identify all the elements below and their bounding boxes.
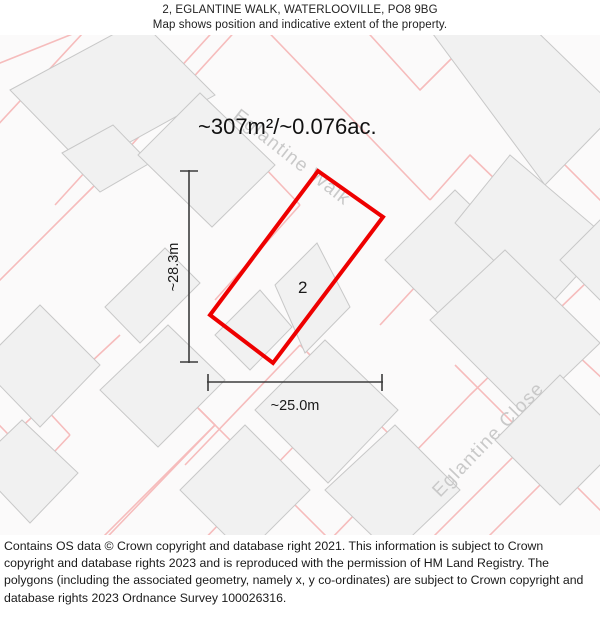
area-label: ~307m²/~0.076ac.: [198, 114, 377, 139]
copyright-footer: Contains OS data © Crown copyright and d…: [0, 535, 600, 625]
map-svg[interactable]: Eglantine Walk Eglantine Close ~307m²/~0…: [0, 35, 600, 535]
vertical-dimension-line: [180, 170, 198, 363]
building-footprint-layer: [0, 35, 600, 535]
vertical-dimension-label: ~28.3m: [166, 243, 182, 292]
map-canvas[interactable]: Eglantine Walk Eglantine Close ~307m²/~0…: [0, 35, 600, 535]
horizontal-dimension-label: ~25.0m: [271, 398, 320, 414]
map-header: 2, EGLANTINE WALK, WATERLOOVILLE, PO8 9B…: [0, 0, 600, 35]
page-subtitle: Map shows position and indicative extent…: [152, 19, 448, 31]
page-title: 2, EGLANTINE WALK, WATERLOOVILLE, PO8 9B…: [162, 4, 438, 16]
horizontal-dimension-line: [207, 374, 383, 391]
copyright-text: Contains OS data © Crown copyright and d…: [4, 539, 584, 605]
property-boundary-polygon[interactable]: [207, 168, 386, 366]
plot-number-label: 2: [298, 278, 307, 297]
